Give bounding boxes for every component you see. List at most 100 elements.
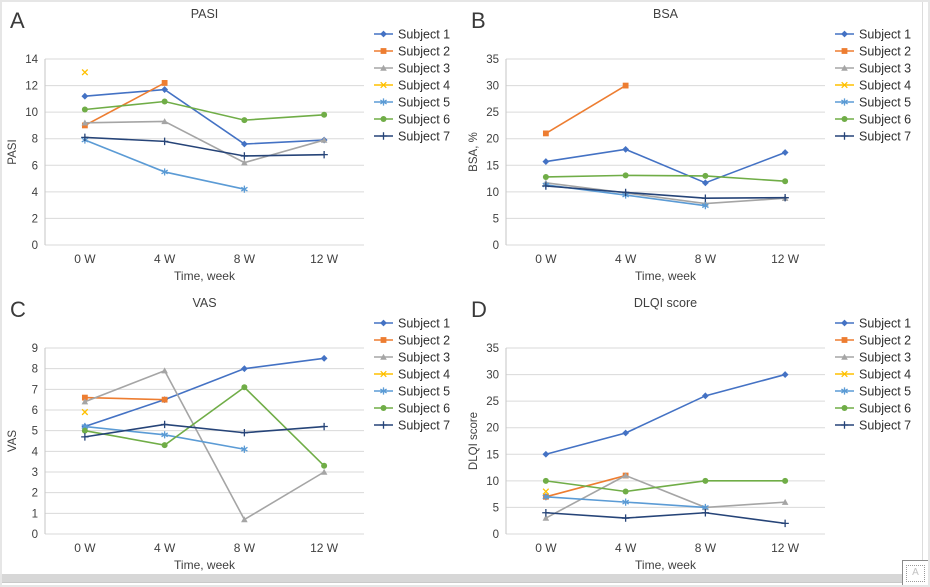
svg-text:30: 30: [486, 370, 499, 382]
legend-item-subject-6: Subject 6: [835, 402, 911, 416]
svg-text:Subject 2: Subject 2: [398, 334, 450, 348]
svg-text:0 W: 0 W: [535, 541, 557, 555]
svg-text:Subject 3: Subject 3: [398, 351, 450, 365]
svg-text:Subject 1: Subject 1: [859, 28, 911, 42]
svg-text:20: 20: [486, 134, 499, 146]
series-subject-4: [81, 69, 89, 76]
legend-item-subject-7: Subject 7: [835, 130, 911, 144]
series-subject-4: [81, 408, 89, 416]
svg-text:Subject 7: Subject 7: [859, 130, 911, 144]
series-subject-3: [81, 367, 328, 523]
legend-item-subject-2: Subject 2: [835, 334, 911, 348]
series-subject-3: [542, 472, 789, 521]
svg-text:Subject 6: Subject 6: [859, 402, 911, 416]
svg-text:12 W: 12 W: [771, 252, 800, 266]
legend: Subject 1 Subject 2 Subject 3 Subject 4 Subj…: [835, 317, 911, 433]
legend-item-subject-7: Subject 7: [374, 419, 450, 433]
gridlines: [45, 347, 364, 535]
svg-text:8 W: 8 W: [234, 541, 256, 555]
svg-text:8 W: 8 W: [695, 541, 717, 555]
legend-item-subject-1: Subject 1: [835, 317, 911, 331]
svg-text:Subject 7: Subject 7: [398, 419, 450, 433]
svg-text:5: 5: [493, 213, 499, 225]
svg-text:12 W: 12 W: [310, 252, 339, 266]
series-subject-6: [542, 172, 789, 185]
svg-text:8: 8: [32, 364, 38, 376]
legend-item-subject-7: Subject 7: [374, 130, 450, 144]
svg-text:5: 5: [493, 502, 499, 514]
legend-item-subject-6: Subject 6: [374, 113, 450, 127]
chart-pasi: A PASI 0 2 4 6 8 10 12 14 PASI 0 W 4 W 8 W 12 W Time, w…: [7, 7, 450, 283]
series-subject-7: [81, 420, 328, 441]
series-subject-2: [542, 82, 629, 137]
svg-text:Subject 7: Subject 7: [398, 130, 450, 144]
series-subject-1: [81, 86, 328, 148]
svg-text:6: 6: [32, 405, 38, 417]
legend-item-subject-4: Subject 4: [374, 368, 450, 382]
svg-text:10: 10: [25, 107, 38, 119]
svg-text:15: 15: [486, 160, 499, 172]
svg-text:4 W: 4 W: [615, 252, 637, 266]
svg-text:4: 4: [32, 187, 39, 199]
legend-item-subject-1: Subject 1: [374, 317, 450, 331]
corner-tool-letter: A: [912, 567, 919, 578]
series-subject-2: [81, 394, 168, 403]
series-subject-4: [542, 488, 550, 495]
legend-item-subject-5: Subject 5: [374, 385, 450, 399]
svg-text:20: 20: [486, 423, 499, 435]
svg-text:1: 1: [32, 508, 38, 520]
series-subject-1: [542, 145, 789, 187]
svg-text:C: C: [10, 297, 26, 322]
svg-text:2: 2: [32, 488, 38, 500]
legend-item-subject-3: Subject 3: [835, 62, 911, 76]
svg-text:10: 10: [486, 476, 499, 488]
svg-text:4 W: 4 W: [154, 252, 176, 266]
panel-b-bsa-chart: B BSA 0 5 10 15 20 25 30 35 BSA, % 0 W 4 W 8 W 12 W Tim…: [463, 2, 928, 296]
svg-text:Subject 7: Subject 7: [859, 419, 911, 433]
series-subject-5: [542, 493, 709, 512]
gridlines: [45, 58, 364, 246]
svg-text:8: 8: [32, 134, 38, 146]
svg-text:6: 6: [32, 160, 38, 172]
svg-text:A: A: [10, 8, 25, 33]
svg-text:8 W: 8 W: [234, 252, 256, 266]
x-axis-title: Time, week: [635, 558, 697, 572]
svg-text:7: 7: [32, 384, 38, 396]
svg-text:10: 10: [486, 187, 499, 199]
svg-text:Subject 4: Subject 4: [859, 368, 911, 382]
svg-text:25: 25: [486, 107, 499, 119]
svg-text:Subject 2: Subject 2: [859, 334, 911, 348]
svg-text:Subject 3: Subject 3: [398, 62, 450, 76]
svg-text:14: 14: [25, 54, 38, 66]
panel-a-pasi-chart: A PASI 0 2 4 6 8 10 12 14 PASI 0 W 4 W 8 W 12 W Time, w…: [2, 2, 467, 296]
svg-text:Subject 4: Subject 4: [859, 79, 911, 93]
svg-text:4: 4: [32, 446, 39, 458]
svg-text:15: 15: [486, 449, 499, 461]
svg-text:12 W: 12 W: [771, 541, 800, 555]
series-subject-7: [542, 509, 789, 528]
page-right-edge-line: [922, 2, 923, 563]
legend: Subject 1 Subject 2 Subject 3 Subject 4 Subj…: [374, 28, 450, 144]
legend-item-subject-5: Subject 5: [835, 96, 911, 110]
svg-text:Subject 5: Subject 5: [398, 385, 450, 399]
annotation-tool-box[interactable]: A: [902, 560, 928, 585]
series-subject-7: [81, 133, 328, 160]
horizontal-scrollbar[interactable]: [2, 574, 902, 583]
gridlines: [506, 58, 825, 246]
legend-item-subject-3: Subject 3: [835, 351, 911, 365]
svg-text:PASI: PASI: [191, 7, 219, 21]
svg-text:8 W: 8 W: [695, 252, 717, 266]
svg-text:3: 3: [32, 467, 38, 479]
panel-c-vas-chart: C VAS 0 1 2 3 4 5 6 7 8 9 VAS 0 W 4 W 8 W 12 W Time, week…: [2, 291, 467, 585]
svg-text:Subject 2: Subject 2: [398, 45, 450, 59]
svg-text:0 W: 0 W: [74, 541, 96, 555]
svg-text:0: 0: [32, 240, 38, 252]
svg-text:0: 0: [493, 529, 499, 541]
series-subject-1: [81, 354, 328, 430]
y-axis-title: PASI: [7, 139, 19, 164]
series-subject-1: [542, 371, 789, 458]
y-axis-title: BSA, %: [468, 132, 480, 172]
svg-text:0: 0: [32, 529, 38, 541]
